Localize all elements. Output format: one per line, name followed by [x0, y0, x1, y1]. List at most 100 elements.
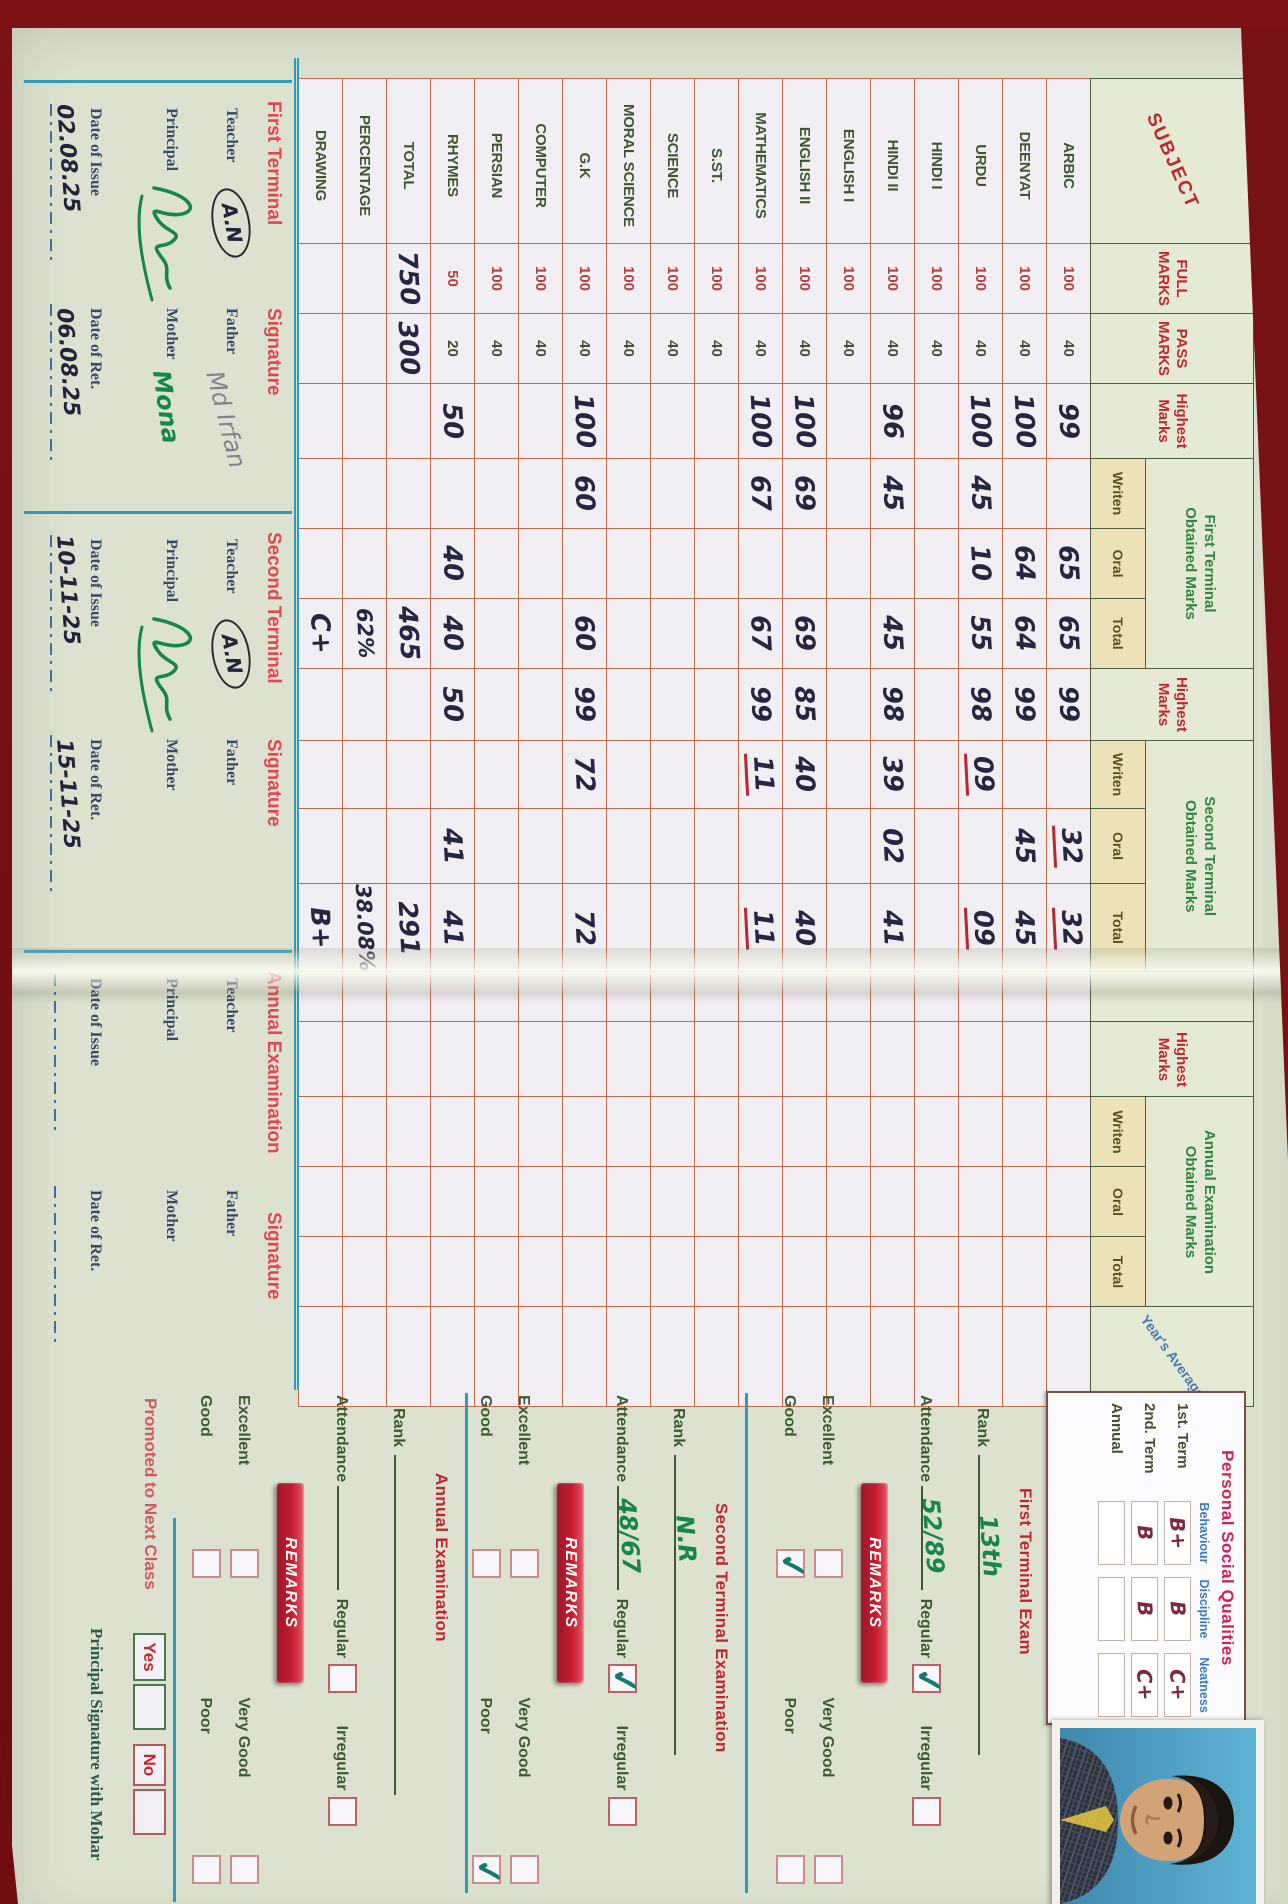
- table-row: ENGLISH II 100 40 100 69 69 85 40 40: [782, 78, 827, 1407]
- remarks-ribbon: REMARKS: [277, 1483, 304, 1683]
- cell-gap: [738, 971, 783, 1022]
- cell-w1: [1046, 458, 1091, 529]
- cell-h2: 99: [1002, 668, 1047, 741]
- cell-t3: [518, 1236, 563, 1307]
- subject-column-header: SUBJECT: [1090, 78, 1254, 244]
- cell-o2: [606, 808, 651, 884]
- cell-subject: HINDI II: [870, 78, 915, 244]
- cell-h3: [1046, 1021, 1091, 1097]
- block-title: Annual Examination: [263, 971, 284, 1154]
- cell-o1: [782, 528, 827, 599]
- cell-full: [298, 243, 343, 314]
- attendance-line: 52/89: [916, 1486, 950, 1591]
- date-of-issue-value: 10-11-25: [51, 534, 84, 646]
- teacher-label: Teacher: [223, 108, 240, 163]
- mother-label: Mother: [163, 308, 180, 360]
- cell-t2: [518, 883, 563, 972]
- regular-checkbox: [912, 1664, 941, 1694]
- cell-full: 100: [518, 243, 563, 314]
- no-box: No: [133, 1744, 166, 1786]
- cell-o1: [562, 528, 607, 599]
- cell-gap: [474, 971, 519, 1022]
- total-subheader: Total: [1090, 598, 1146, 669]
- cell-w2: 09: [958, 740, 1003, 809]
- second-terminal-signature-block: Second Terminal Signature Teacher A.N Fa…: [16, 511, 292, 950]
- cell-h1: [518, 383, 563, 459]
- good-label: Good: [197, 1395, 214, 1437]
- cell-t1: [474, 598, 519, 669]
- rank-line: 13th: [974, 1455, 1006, 1756]
- psq-grade-cell: B+: [1164, 1501, 1191, 1565]
- cell-h1: 100: [1002, 383, 1047, 459]
- highest-marks-header-1: Highest Marks: [1090, 383, 1254, 459]
- cell-h1: [474, 383, 519, 459]
- total-subheader: Total: [1090, 1236, 1146, 1307]
- cell-w2: [826, 740, 871, 809]
- cell-o2: 02: [870, 808, 915, 884]
- very-good-label: Very Good: [235, 1697, 252, 1778]
- cell-t3: [1002, 1236, 1047, 1307]
- cell-t3: [958, 1236, 1003, 1307]
- cell-t3: [782, 1236, 827, 1307]
- table-bottom-rule: [294, 58, 299, 1390]
- cell-t3: [738, 1236, 783, 1307]
- cell-pass: [298, 313, 343, 384]
- mother-label: Mother: [163, 1190, 180, 1242]
- cell-w2: [430, 740, 475, 809]
- cell-o2: [386, 808, 431, 884]
- irregular-label: Irregular: [333, 1725, 350, 1791]
- highest-marks-header-3: Highest Marks: [1090, 1021, 1254, 1097]
- cell-o1: 64: [1002, 528, 1047, 599]
- date-of-issue-label: Date of Issue: [87, 539, 104, 627]
- cell-t2: B+: [298, 883, 343, 972]
- total-subheader: Total: [1090, 883, 1146, 972]
- cell-h3: [386, 1021, 431, 1097]
- good-checkbox: [776, 1549, 805, 1578]
- cell-w3: [1046, 1096, 1091, 1167]
- cell-t2: 09: [958, 883, 1003, 972]
- table-row: DRAWING C+ B+: [298, 78, 343, 1407]
- cell-full: 100: [738, 243, 783, 314]
- cell-subject: DRAWING: [298, 78, 343, 244]
- cell-w1: [474, 458, 519, 529]
- rank-value: N.R: [670, 1514, 702, 1564]
- cell-w3: [1002, 1096, 1047, 1167]
- attendance-line: 48/67: [612, 1486, 646, 1591]
- cell-w1: 45: [958, 458, 1003, 529]
- first-terminal-signature-block: First Terminal Signature Teacher A.N Fat…: [16, 80, 292, 511]
- cell-pass: 40: [474, 313, 519, 384]
- cell-h2: [650, 668, 695, 741]
- cell-w2: [298, 740, 343, 809]
- cell-subject: PERCENTAGE: [342, 78, 387, 244]
- cell-t3: [650, 1236, 695, 1307]
- cell-w3: [694, 1096, 739, 1167]
- cell-full: 50: [430, 243, 475, 314]
- psq-col-discipline: Discipline: [1197, 1579, 1211, 1639]
- good-label: Good: [781, 1395, 798, 1437]
- cell-o2: [518, 808, 563, 884]
- cell-full: 100: [958, 243, 1003, 314]
- cell-h3: [430, 1021, 475, 1097]
- cell-t1: 40: [430, 598, 475, 669]
- teacher-signature: A.N: [206, 185, 256, 261]
- cell-h2: [914, 668, 959, 741]
- very-good-checkbox: [814, 1855, 843, 1885]
- psq-col-neatness: Neatness: [1197, 1657, 1211, 1713]
- date-line: [54, 974, 56, 1134]
- cell-t1: [650, 598, 695, 669]
- table-row: HINDI I 100 40: [914, 78, 959, 1407]
- annual-signature-block: Annual Examination Signature Teacher Fat…: [16, 950, 292, 1390]
- signature-header: Signature: [263, 739, 284, 827]
- fold-gap: [1090, 971, 1254, 1022]
- table-row: MORAL SCIENCE 100 40: [606, 78, 651, 1407]
- cell-o1: [474, 528, 519, 599]
- table-row: HINDI II 100 40 96 45 45 98 39 02 41: [870, 78, 915, 1407]
- cell-t1: 60: [562, 598, 607, 669]
- cell-w3: [518, 1096, 563, 1167]
- table-row: URDU 100 40 100 45 10 55 98 09 09: [958, 78, 1003, 1407]
- rank-line: [394, 1455, 418, 1796]
- cell-pass: [342, 313, 387, 384]
- cell-subject: ARBIC: [1046, 78, 1091, 244]
- cell-t3: [474, 1236, 519, 1307]
- cell-o3: [694, 1166, 739, 1237]
